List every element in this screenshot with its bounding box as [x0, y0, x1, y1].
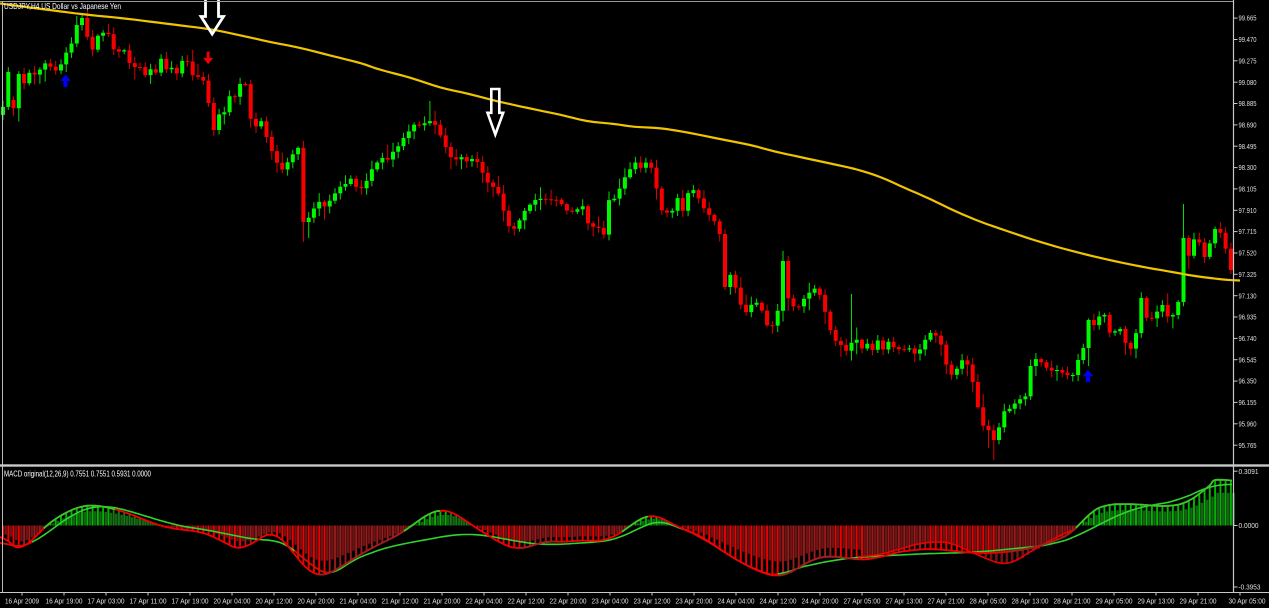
svg-text:29 Apr 13:00: 29 Apr 13:00 — [1138, 597, 1175, 606]
svg-text:24 Apr 20:00: 24 Apr 20:00 — [802, 597, 839, 606]
svg-text:MACD original(12,26,9) 0.7551: MACD original(12,26,9) 0.7551 0.7551 0.5… — [4, 469, 151, 479]
svg-text:17 Apr 03:00: 17 Apr 03:00 — [88, 597, 125, 606]
svg-text:97.130: 97.130 — [1239, 291, 1257, 300]
svg-text:97.715: 97.715 — [1239, 227, 1257, 236]
svg-text:23 Apr 20:00: 23 Apr 20:00 — [676, 597, 713, 606]
svg-text:USDJPY,H4 US Dollar vs Japanes: USDJPY,H4 US Dollar vs Japanese Yen — [4, 1, 121, 11]
svg-text:22 Apr 20:00: 22 Apr 20:00 — [550, 597, 587, 606]
svg-text:99.080: 99.080 — [1239, 78, 1257, 87]
svg-text:21 Apr 04:00: 21 Apr 04:00 — [340, 597, 377, 606]
svg-text:0.3091: 0.3091 — [1239, 467, 1259, 476]
svg-text:28 Apr 13:00: 28 Apr 13:00 — [1012, 597, 1049, 606]
svg-text:97.325: 97.325 — [1239, 270, 1257, 279]
svg-text:28 Apr 21:00: 28 Apr 21:00 — [1054, 597, 1091, 606]
svg-text:30 Apr 05:00: 30 Apr 05:00 — [1229, 597, 1266, 606]
svg-text:21 Apr 20:00: 21 Apr 20:00 — [424, 597, 461, 606]
svg-text:98.105: 98.105 — [1239, 185, 1257, 194]
svg-text:97.910: 97.910 — [1239, 206, 1257, 215]
svg-text:21 Apr 12:00: 21 Apr 12:00 — [382, 597, 419, 606]
svg-text:29 Apr 05:00: 29 Apr 05:00 — [1096, 597, 1133, 606]
svg-text:99.275: 99.275 — [1239, 56, 1257, 65]
svg-text:99.665: 99.665 — [1239, 14, 1257, 23]
svg-text:27 Apr 21:00: 27 Apr 21:00 — [928, 597, 965, 606]
svg-text:27 Apr 05:00: 27 Apr 05:00 — [844, 597, 881, 606]
svg-text:16 Apr 19:00: 16 Apr 19:00 — [46, 597, 83, 606]
svg-text:20 Apr 20:00: 20 Apr 20:00 — [298, 597, 335, 606]
svg-text:98.300: 98.300 — [1239, 163, 1257, 172]
svg-text:96.545: 96.545 — [1239, 355, 1257, 364]
svg-text:22 Apr 12:00: 22 Apr 12:00 — [508, 597, 545, 606]
svg-text:28 Apr 05:00: 28 Apr 05:00 — [970, 597, 1007, 606]
svg-text:98.690: 98.690 — [1239, 121, 1257, 130]
svg-text:-0.3953: -0.3953 — [1239, 583, 1261, 592]
svg-text:96.350: 96.350 — [1239, 377, 1257, 386]
svg-text:22 Apr 04:00: 22 Apr 04:00 — [466, 597, 503, 606]
svg-text:24 Apr 12:00: 24 Apr 12:00 — [760, 597, 797, 606]
svg-text:99.470: 99.470 — [1239, 35, 1257, 44]
svg-text:17 Apr 19:00: 17 Apr 19:00 — [172, 597, 209, 606]
svg-text:96.935: 96.935 — [1239, 313, 1257, 322]
svg-text:29 Apr 21:00: 29 Apr 21:00 — [1180, 597, 1217, 606]
svg-text:96.740: 96.740 — [1239, 334, 1257, 343]
svg-text:17 Apr 11:00: 17 Apr 11:00 — [130, 597, 167, 606]
svg-text:24 Apr 04:00: 24 Apr 04:00 — [718, 597, 755, 606]
svg-text:95.765: 95.765 — [1239, 441, 1257, 450]
svg-text:27 Apr 13:00: 27 Apr 13:00 — [886, 597, 923, 606]
svg-text:20 Apr 12:00: 20 Apr 12:00 — [256, 597, 293, 606]
svg-text:98.495: 98.495 — [1239, 142, 1257, 151]
svg-text:16 Apr 2009: 16 Apr 2009 — [5, 597, 39, 606]
svg-text:20 Apr 04:00: 20 Apr 04:00 — [214, 597, 251, 606]
svg-text:96.155: 96.155 — [1239, 398, 1257, 407]
svg-text:98.885: 98.885 — [1239, 99, 1257, 108]
svg-text:95.960: 95.960 — [1239, 419, 1257, 428]
svg-text:23 Apr 12:00: 23 Apr 12:00 — [634, 597, 671, 606]
svg-text:23 Apr 04:00: 23 Apr 04:00 — [592, 597, 629, 606]
svg-text:97.520: 97.520 — [1239, 249, 1257, 258]
svg-text:0.0000: 0.0000 — [1239, 521, 1259, 530]
